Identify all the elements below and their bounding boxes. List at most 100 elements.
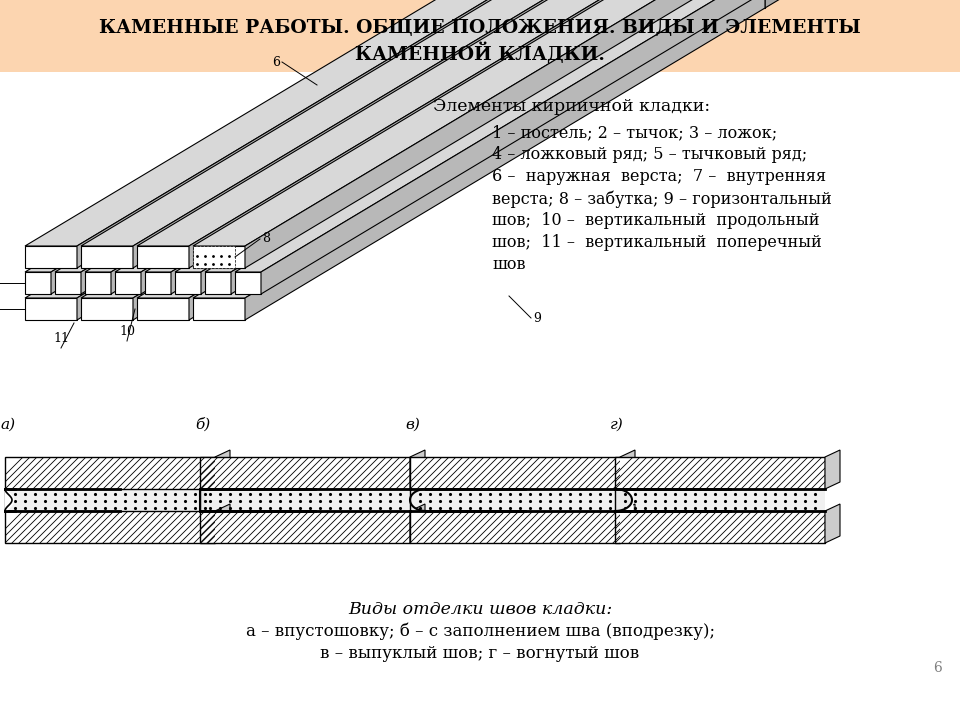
- Text: шов: шов: [492, 256, 525, 273]
- Polygon shape: [81, 246, 133, 268]
- Polygon shape: [111, 0, 960, 294]
- Polygon shape: [25, 272, 51, 294]
- Polygon shape: [175, 0, 960, 272]
- Text: 4 – ложковый ряд; 5 – тычковый ряд;: 4 – ложковый ряд; 5 – тычковый ряд;: [492, 146, 807, 163]
- Polygon shape: [81, 0, 653, 246]
- Text: Элементы кирпичной кладки:: Элементы кирпичной кладки:: [433, 98, 710, 115]
- Text: 6: 6: [934, 661, 943, 675]
- Polygon shape: [620, 450, 635, 489]
- Polygon shape: [81, 0, 653, 298]
- Polygon shape: [115, 0, 960, 272]
- Polygon shape: [25, 246, 77, 268]
- Polygon shape: [77, 0, 597, 268]
- Polygon shape: [617, 489, 825, 511]
- Polygon shape: [137, 246, 189, 268]
- Polygon shape: [601, 0, 653, 8]
- Text: г): г): [610, 418, 624, 432]
- Polygon shape: [825, 504, 840, 543]
- Polygon shape: [245, 0, 765, 320]
- Polygon shape: [85, 0, 960, 272]
- Polygon shape: [410, 457, 620, 489]
- Polygon shape: [620, 504, 635, 543]
- Polygon shape: [133, 0, 653, 268]
- Polygon shape: [5, 457, 215, 489]
- Polygon shape: [215, 504, 230, 543]
- Polygon shape: [200, 457, 410, 489]
- Polygon shape: [825, 450, 840, 489]
- Polygon shape: [137, 298, 189, 320]
- Text: 9: 9: [533, 312, 540, 325]
- Polygon shape: [235, 272, 261, 294]
- Text: 10: 10: [119, 325, 135, 338]
- Polygon shape: [193, 0, 765, 298]
- Text: б): б): [195, 418, 210, 432]
- Text: 6 –  наружная  верста;  7 –  внутренняя: 6 – наружная верста; 7 – внутренняя: [492, 168, 827, 185]
- Polygon shape: [115, 272, 141, 294]
- Polygon shape: [175, 272, 201, 294]
- Polygon shape: [145, 272, 171, 294]
- Polygon shape: [5, 511, 215, 543]
- Polygon shape: [215, 450, 230, 489]
- Text: верста; 8 – забутка; 9 – горизонтальный: верста; 8 – забутка; 9 – горизонтальный: [492, 190, 831, 207]
- Text: Виды отделки швов кладки:: Виды отделки швов кладки:: [348, 601, 612, 618]
- Text: 11: 11: [53, 332, 69, 345]
- Polygon shape: [141, 0, 960, 294]
- Polygon shape: [231, 0, 960, 294]
- Polygon shape: [410, 450, 425, 489]
- Polygon shape: [171, 0, 960, 294]
- Text: в – выпуклый шов; г – вогнутый шов: в – выпуклый шов; г – вогнутый шов: [321, 645, 639, 662]
- Polygon shape: [205, 0, 960, 272]
- Polygon shape: [245, 0, 765, 268]
- Polygon shape: [145, 0, 960, 272]
- Polygon shape: [55, 272, 81, 294]
- Polygon shape: [81, 298, 133, 320]
- Polygon shape: [51, 0, 960, 294]
- Polygon shape: [200, 489, 205, 511]
- Polygon shape: [545, 0, 597, 8]
- Polygon shape: [193, 0, 765, 246]
- Text: а): а): [0, 418, 15, 432]
- Polygon shape: [765, 0, 960, 8]
- Polygon shape: [202, 489, 410, 511]
- Polygon shape: [85, 272, 111, 294]
- Text: в): в): [405, 418, 420, 432]
- Polygon shape: [7, 489, 215, 511]
- Polygon shape: [615, 457, 825, 489]
- Polygon shape: [189, 0, 709, 320]
- Polygon shape: [137, 0, 709, 246]
- Polygon shape: [261, 0, 960, 294]
- Polygon shape: [412, 489, 620, 511]
- Polygon shape: [597, 0, 960, 8]
- Text: 6: 6: [272, 55, 280, 68]
- Text: КАМЕННЫЕ РАБОТЫ. ОБЩИЕ ПОЛОЖЕНИЯ. ВИДЫ И ЭЛЕМЕНТЫ: КАМЕННЫЕ РАБОТЫ. ОБЩИЕ ПОЛОЖЕНИЯ. ВИДЫ И…: [99, 19, 861, 37]
- Polygon shape: [653, 0, 960, 8]
- Polygon shape: [25, 0, 597, 246]
- Polygon shape: [713, 0, 765, 8]
- Polygon shape: [193, 246, 245, 268]
- Polygon shape: [615, 511, 825, 543]
- Polygon shape: [235, 0, 960, 272]
- Polygon shape: [201, 0, 960, 294]
- Polygon shape: [193, 246, 235, 268]
- Text: шов;  11 –  вертикальный  поперечный: шов; 11 – вертикальный поперечный: [492, 234, 822, 251]
- Text: шов;  10 –  вертикальный  продольный: шов; 10 – вертикальный продольный: [492, 212, 820, 229]
- Polygon shape: [410, 511, 620, 543]
- Polygon shape: [77, 0, 597, 320]
- Polygon shape: [137, 0, 709, 298]
- Text: 1 – постель; 2 – тычок; 3 – ложок;: 1 – постель; 2 – тычок; 3 – ложок;: [492, 124, 778, 141]
- Polygon shape: [25, 0, 597, 298]
- Polygon shape: [657, 0, 709, 8]
- Polygon shape: [709, 0, 960, 8]
- Polygon shape: [410, 504, 425, 543]
- Polygon shape: [205, 272, 231, 294]
- Text: 8: 8: [262, 233, 270, 246]
- Polygon shape: [189, 0, 709, 268]
- Polygon shape: [81, 0, 960, 294]
- Text: а – впустошовку; б – с заполнением шва (вподрезку);: а – впустошовку; б – с заполнением шва (…: [246, 623, 714, 641]
- Polygon shape: [200, 511, 410, 543]
- Text: КАМЕННОЙ КЛАДКИ.: КАМЕННОЙ КЛАДКИ.: [355, 42, 605, 64]
- Polygon shape: [25, 0, 960, 272]
- Bar: [0, 0, 960, 72]
- Polygon shape: [193, 298, 245, 320]
- Polygon shape: [133, 0, 653, 320]
